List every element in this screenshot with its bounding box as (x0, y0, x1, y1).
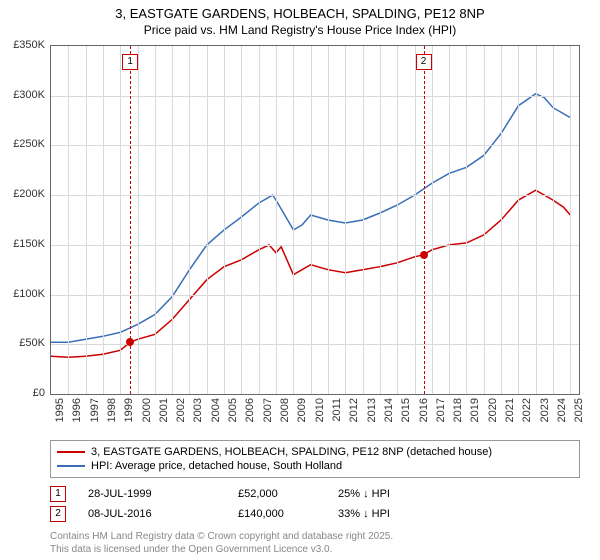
xtick-label: 1995 (54, 398, 66, 422)
gridline-v (328, 46, 329, 394)
ytick-label: £250K (13, 138, 45, 150)
license-line-2: This data is licensed under the Open Gov… (50, 543, 580, 556)
legend-swatch-blue (57, 465, 85, 467)
title-sub: Price paid vs. HM Land Registry's House … (0, 21, 600, 37)
xtick-label: 2012 (348, 398, 360, 422)
xtick-label: 1998 (106, 398, 118, 422)
legend-label-red: 3, EASTGATE GARDENS, HOLBEACH, SPALDING,… (91, 446, 492, 458)
xtick-label: 2017 (435, 398, 447, 422)
legend-row-red: 3, EASTGATE GARDENS, HOLBEACH, SPALDING,… (57, 445, 573, 459)
gridline-v (189, 46, 190, 394)
legend-label-blue: HPI: Average price, detached house, Sout… (91, 460, 342, 472)
ytick-label: £200K (13, 188, 45, 200)
ytick-label: £50K (19, 337, 45, 349)
xtick-label: 2023 (539, 398, 551, 422)
title-main: 3, EASTGATE GARDENS, HOLBEACH, SPALDING,… (0, 0, 600, 21)
legend-box: 3, EASTGATE GARDENS, HOLBEACH, SPALDING,… (50, 440, 580, 478)
gridline-v (363, 46, 364, 394)
gridline-v (501, 46, 502, 394)
gridline-v (207, 46, 208, 394)
gridline-v (172, 46, 173, 394)
xtick-label: 2005 (227, 398, 239, 422)
ytick-label: £350K (13, 39, 45, 51)
legend-swatch-red (57, 451, 85, 453)
gridline-v (449, 46, 450, 394)
xtick-label: 2016 (418, 398, 430, 422)
ytick-label: £300K (13, 89, 45, 101)
xtick-label: 2006 (244, 398, 256, 422)
gridline-v (138, 46, 139, 394)
gridline-v (466, 46, 467, 394)
sale-marker-1: 1 (50, 486, 66, 502)
sale-row-1: 1 28-JUL-1999 £52,000 25% ↓ HPI (50, 486, 580, 502)
gridline-v (536, 46, 537, 394)
gridline-v (276, 46, 277, 394)
license-text: Contains HM Land Registry data © Crown c… (50, 530, 580, 556)
gridline-v (155, 46, 156, 394)
sale-dot (126, 338, 134, 346)
sale-row-2: 2 08-JUL-2016 £140,000 33% ↓ HPI (50, 506, 580, 522)
ytick-label: £150K (13, 238, 45, 250)
xtick-label: 2001 (158, 398, 170, 422)
xtick-label: 1997 (89, 398, 101, 422)
gridline-v (311, 46, 312, 394)
chart-container: 3, EASTGATE GARDENS, HOLBEACH, SPALDING,… (0, 0, 600, 560)
xtick-label: 2010 (314, 398, 326, 422)
sale-vline-marker: 2 (416, 54, 432, 70)
gridline-v (224, 46, 225, 394)
xtick-label: 2022 (521, 398, 533, 422)
sale-dot (420, 251, 428, 259)
xtick-label: 1996 (71, 398, 83, 422)
sale-vline (424, 46, 425, 394)
gridline-v (103, 46, 104, 394)
gridline-v (68, 46, 69, 394)
xtick-label: 2011 (331, 398, 343, 422)
sale-date-2: 08-JUL-2016 (88, 508, 238, 520)
xtick-label: 2025 (573, 398, 585, 422)
gridline-v (518, 46, 519, 394)
ytick-label: £100K (13, 288, 45, 300)
gridline-v (484, 46, 485, 394)
ytick-label: £0 (33, 387, 45, 399)
gridline-v (120, 46, 121, 394)
xtick-label: 2021 (504, 398, 516, 422)
xtick-label: 2003 (192, 398, 204, 422)
xtick-label: 2013 (366, 398, 378, 422)
gridline-v (345, 46, 346, 394)
xtick-label: 2009 (296, 398, 308, 422)
gridline-v (380, 46, 381, 394)
sale-marker-2: 2 (50, 506, 66, 522)
xtick-label: 2024 (556, 398, 568, 422)
sale-diff-2: 33% ↓ HPI (338, 508, 458, 520)
gridline-v (241, 46, 242, 394)
xtick-label: 2002 (175, 398, 187, 422)
chart-plot-area: 12 (50, 45, 580, 395)
sale-date-1: 28-JUL-1999 (88, 488, 238, 500)
xtick-label: 2020 (487, 398, 499, 422)
xtick-label: 2008 (279, 398, 291, 422)
sale-price-1: £52,000 (238, 488, 338, 500)
xtick-label: 2019 (469, 398, 481, 422)
xtick-label: 2018 (452, 398, 464, 422)
xtick-label: 2007 (262, 398, 274, 422)
gridline-v (86, 46, 87, 394)
xtick-label: 2014 (383, 398, 395, 422)
gridline-v (432, 46, 433, 394)
legend-row-blue: HPI: Average price, detached house, Sout… (57, 459, 573, 473)
gridline-v (397, 46, 398, 394)
gridline-v (553, 46, 554, 394)
license-line-1: Contains HM Land Registry data © Crown c… (50, 530, 580, 543)
gridline-v (415, 46, 416, 394)
gridline-v (259, 46, 260, 394)
xtick-label: 2015 (400, 398, 412, 422)
sale-price-2: £140,000 (238, 508, 338, 520)
xtick-label: 1999 (123, 398, 135, 422)
sale-diff-1: 25% ↓ HPI (338, 488, 458, 500)
xtick-label: 2004 (210, 398, 222, 422)
sale-vline-marker: 1 (122, 54, 138, 70)
gridline-v (293, 46, 294, 394)
xtick-label: 2000 (141, 398, 153, 422)
gridline-v (570, 46, 571, 394)
